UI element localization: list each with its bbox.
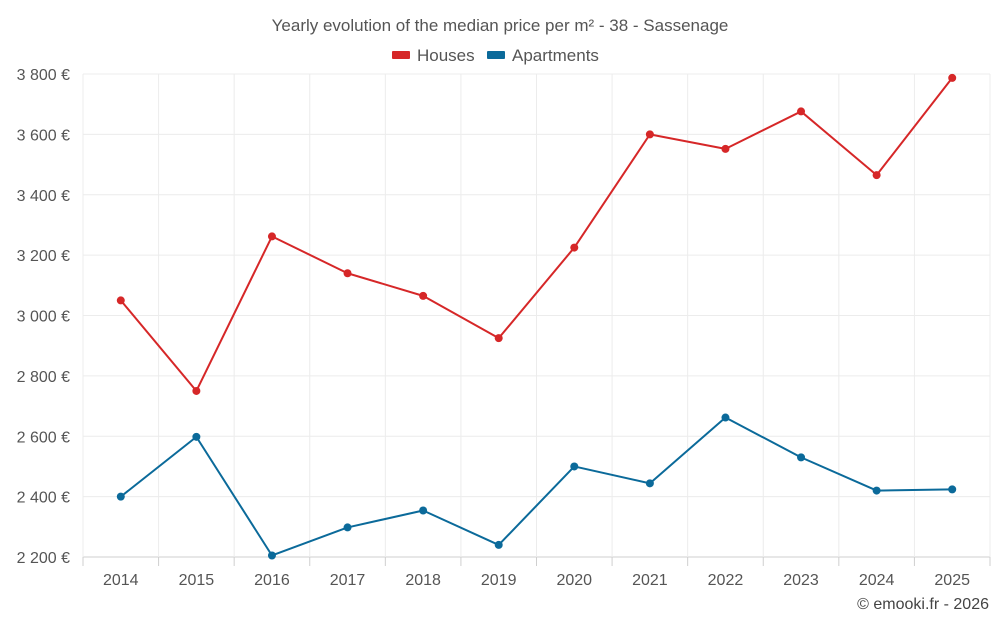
- point-houses-2018: [419, 291, 428, 300]
- point-apartments-2023: [797, 453, 806, 462]
- point-houses-2020: [570, 243, 579, 252]
- y-tick-label-3000: 3 000 €: [17, 309, 70, 326]
- series-lines: [116, 73, 957, 560]
- x-tick-label-2023: 2023: [783, 572, 819, 589]
- point-apartments-2018: [419, 506, 428, 515]
- point-houses-2023: [797, 107, 806, 116]
- point-houses-2014: [116, 296, 125, 305]
- y-tick-label-2800: 2 800 €: [17, 369, 70, 386]
- point-apartments-2016: [267, 551, 276, 560]
- legend-label-houses[interactable]: Houses: [417, 46, 475, 65]
- point-apartments-2025: [948, 485, 957, 494]
- y-tick-label-2600: 2 600 €: [17, 429, 70, 446]
- x-tick-label-2024: 2024: [859, 572, 895, 589]
- point-houses-2016: [267, 232, 276, 241]
- y-tick-label-3200: 3 200 €: [17, 248, 70, 265]
- point-apartments-2015: [192, 432, 201, 441]
- y-tick-label-3600: 3 600 €: [17, 127, 70, 144]
- credit-text[interactable]: © emooki.fr - 2026: [857, 596, 989, 613]
- x-tick-label-2020: 2020: [556, 572, 592, 589]
- y-tick-label-3800: 3 800 €: [17, 67, 70, 84]
- point-apartments-2024: [872, 486, 881, 495]
- x-tick-label-2022: 2022: [708, 572, 744, 589]
- point-apartments-2014: [116, 492, 125, 501]
- point-houses-2021: [645, 130, 654, 139]
- point-houses-2025: [948, 73, 957, 82]
- x-tick-label-2018: 2018: [405, 572, 441, 589]
- point-houses-2017: [343, 269, 352, 278]
- y-tick-label-2400: 2 400 €: [17, 490, 70, 507]
- y-tick-label-3400: 3 400 €: [17, 188, 70, 205]
- x-tick-label-2019: 2019: [481, 572, 517, 589]
- x-axis-tick-labels: 2014 2015 2016 2017 2018 2019 2020 2021 2022 2023…: [103, 572, 970, 589]
- point-houses-2024: [872, 171, 881, 180]
- series-line-houses: [120, 77, 953, 392]
- point-houses-2022: [721, 144, 730, 153]
- legend-swatch-apartments: [487, 51, 505, 59]
- point-apartments-2019: [494, 540, 503, 549]
- point-apartments-2020: [570, 462, 579, 471]
- y-axis-tick-labels: 2 200 € 2 400 € 2 600 € 2 800 € 3 000 € 3 200…: [17, 67, 70, 567]
- y-tick-label-2200: 2 200 €: [17, 550, 70, 567]
- series-line-apartments: [120, 416, 953, 557]
- x-tick-label-2021: 2021: [632, 572, 668, 589]
- x-tick-label-2025: 2025: [934, 572, 970, 589]
- legend[interactable]: Houses Apartments: [392, 46, 599, 65]
- x-tick-label-2017: 2017: [330, 572, 366, 589]
- point-houses-2019: [494, 334, 503, 343]
- legend-label-apartments[interactable]: Apartments: [512, 46, 599, 65]
- x-tick-label-2015: 2015: [179, 572, 215, 589]
- x-tick-label-2016: 2016: [254, 572, 290, 589]
- point-apartments-2021: [645, 479, 654, 488]
- point-houses-2015: [192, 386, 201, 395]
- grid-lines: [82, 73, 991, 566]
- x-tick-label-2014: 2014: [103, 572, 139, 589]
- point-apartments-2017: [343, 523, 352, 532]
- legend-swatch-houses: [392, 51, 410, 59]
- chart-title: Yearly evolution of the median price per…: [272, 16, 729, 35]
- point-apartments-2022: [721, 413, 730, 422]
